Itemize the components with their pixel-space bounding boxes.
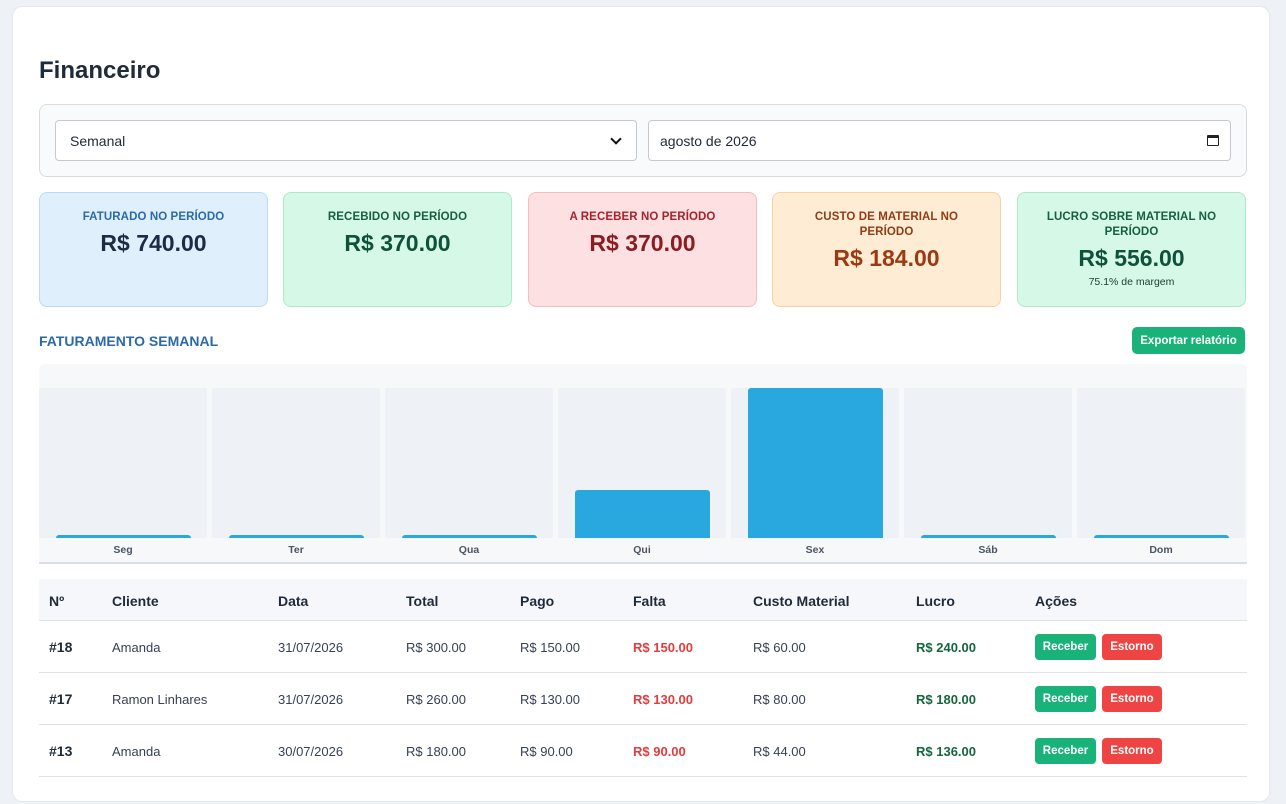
receber-button[interactable]: Receber bbox=[1035, 634, 1096, 660]
chart-tick-label: Qui bbox=[633, 544, 651, 556]
chart-bar-ter bbox=[228, 535, 364, 538]
estorno-button[interactable]: Estorno bbox=[1102, 738, 1162, 764]
chart-bar-qua bbox=[401, 535, 537, 538]
period-select[interactable]: Semanal bbox=[55, 120, 637, 161]
chart-slot bbox=[904, 388, 1072, 538]
month-input[interactable]: agosto de 2026 bbox=[648, 120, 1231, 161]
stat-label: RECEBIDO NO PERÍODO bbox=[327, 211, 468, 223]
cell-lucro: R$ 180.00 bbox=[916, 692, 976, 707]
chart-slot bbox=[212, 388, 380, 538]
chart-section-title: FATURAMENTO SEMANAL bbox=[39, 333, 219, 349]
column-header-acoes: Ações bbox=[1035, 593, 1078, 609]
chart-tick-label: Ter bbox=[288, 544, 304, 556]
cell-cliente: Amanda bbox=[112, 744, 161, 759]
weekly-revenue-chart: Seg Ter Qua Qui Sex Sáb Dom bbox=[39, 364, 1247, 564]
cell-pago: R$ 90.00 bbox=[520, 744, 573, 759]
stat-card-faturado: FATURADO NO PERÍODO R$ 740.00 bbox=[39, 192, 268, 307]
month-input-value: agosto de 2026 bbox=[660, 132, 757, 149]
cell-custo: R$ 44.00 bbox=[753, 744, 806, 759]
stat-value: R$ 184.00 bbox=[833, 245, 940, 271]
chart-tick-label: Sex bbox=[805, 544, 825, 556]
chart-bar-sáb bbox=[920, 535, 1056, 538]
page-title: Financeiro bbox=[39, 57, 161, 84]
chart-tick-label: Sáb bbox=[978, 544, 998, 556]
cell-num: #17 bbox=[49, 691, 73, 707]
chart-tick-label: Dom bbox=[1149, 544, 1173, 556]
cell-cliente: Amanda bbox=[112, 640, 161, 655]
column-header-custo-material: Custo Material bbox=[753, 593, 850, 609]
stat-card-lucro: LUCRO SOBRE MATERIAL NO PERÍODO R$ 556.0… bbox=[1017, 192, 1246, 307]
stat-value: R$ 740.00 bbox=[100, 230, 207, 256]
stat-value: R$ 370.00 bbox=[589, 230, 696, 256]
cell-data: 31/07/2026 bbox=[278, 640, 344, 655]
stat-card-a-receber: A RECEBER NO PERÍODO R$ 370.00 bbox=[528, 192, 757, 307]
stat-label: A RECEBER NO PERÍODO bbox=[569, 211, 716, 223]
chart-bar-qui bbox=[574, 490, 710, 538]
stat-label: FATURADO NO PERÍODO bbox=[82, 211, 225, 223]
chart-slot bbox=[1077, 388, 1245, 538]
column-header-cliente: Cliente bbox=[112, 593, 159, 609]
cell-data: 30/07/2026 bbox=[278, 744, 344, 759]
stat-margin: 75.1% de margem bbox=[1088, 276, 1175, 288]
stat-card-custo-material: CUSTO DE MATERIAL NO PERÍODO R$ 184.00 bbox=[772, 192, 1001, 307]
cell-pago: R$ 150.00 bbox=[520, 640, 580, 655]
cell-falta: R$ 150.00 bbox=[633, 640, 693, 655]
cell-num: #13 bbox=[49, 743, 73, 759]
column-header-total: Total bbox=[406, 593, 439, 609]
cell-falta: R$ 90.00 bbox=[633, 744, 686, 759]
cell-lucro: R$ 136.00 bbox=[916, 744, 976, 759]
table-row: #18 Amanda 31/07/2026 R$ 300.00 R$ 150.0… bbox=[39, 621, 1247, 673]
stat-card-recebido: RECEBIDO NO PERÍODO R$ 370.00 bbox=[283, 192, 512, 307]
chart-slot bbox=[39, 388, 207, 538]
cell-cliente: Ramon Linhares bbox=[112, 692, 208, 707]
chart-bar-seg bbox=[55, 535, 191, 538]
stat-value: R$ 556.00 bbox=[1078, 245, 1185, 271]
table-header: Nº Cliente Data Total Pago Falta Custo M… bbox=[39, 579, 1247, 621]
finance-card: Financeiro Semanal agosto de 2026 FATURA… bbox=[12, 6, 1270, 802]
cell-total: R$ 300.00 bbox=[406, 640, 466, 655]
chart-slot bbox=[385, 388, 553, 538]
column-header-pago: Pago bbox=[520, 593, 555, 609]
cell-num: #18 bbox=[49, 639, 73, 655]
cell-lucro: R$ 240.00 bbox=[916, 640, 976, 655]
stat-value: R$ 370.00 bbox=[344, 230, 451, 256]
cell-total: R$ 180.00 bbox=[406, 744, 466, 759]
filter-bar: Semanal agosto de 2026 bbox=[39, 104, 1247, 177]
table-row: #13 Amanda 30/07/2026 R$ 180.00 R$ 90.00… bbox=[39, 725, 1247, 777]
stat-label: CUSTO DE MATERIAL NO PERÍODO bbox=[814, 211, 959, 238]
estorno-button[interactable]: Estorno bbox=[1102, 686, 1162, 712]
chart-bar-sex bbox=[747, 388, 883, 538]
chart-tick-label: Qua bbox=[458, 544, 480, 556]
table-row: #17 Ramon Linhares 31/07/2026 R$ 260.00 … bbox=[39, 673, 1247, 725]
receber-button[interactable]: Receber bbox=[1035, 686, 1096, 712]
cell-total: R$ 260.00 bbox=[406, 692, 466, 707]
period-select-value: Semanal bbox=[70, 132, 126, 149]
export-report-button[interactable]: Exportar relatório bbox=[1132, 327, 1245, 354]
cell-pago: R$ 130.00 bbox=[520, 692, 580, 707]
cell-custo: R$ 80.00 bbox=[753, 692, 806, 707]
calendar-icon[interactable] bbox=[1207, 135, 1219, 146]
column-header-data: Data bbox=[278, 593, 309, 609]
cell-falta: R$ 130.00 bbox=[633, 692, 693, 707]
column-header-falta: Falta bbox=[633, 593, 666, 609]
chart-tick-label: Seg bbox=[113, 544, 133, 556]
cell-custo: R$ 60.00 bbox=[753, 640, 806, 655]
chart-bar-dom bbox=[1093, 535, 1229, 538]
column-header-num: Nº bbox=[49, 593, 65, 609]
chevron-down-icon bbox=[610, 132, 622, 145]
stat-label: LUCRO SOBRE MATERIAL NO PERÍODO bbox=[1046, 211, 1217, 238]
receber-button[interactable]: Receber bbox=[1035, 738, 1096, 764]
column-header-lucro: Lucro bbox=[916, 593, 955, 609]
cell-data: 31/07/2026 bbox=[278, 692, 344, 707]
estorno-button[interactable]: Estorno bbox=[1102, 634, 1162, 660]
